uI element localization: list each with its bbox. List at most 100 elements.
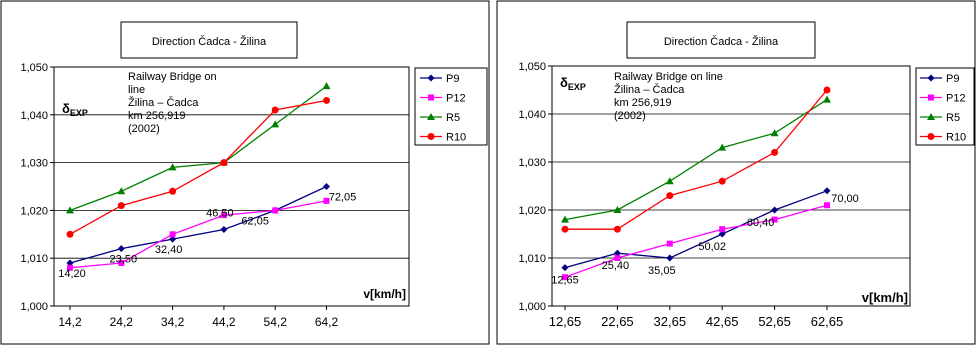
data-point-p9 xyxy=(718,230,726,238)
y-tick-label: 1,020 xyxy=(518,205,546,217)
series-line-p9 xyxy=(69,185,327,264)
annotation-line: km 256,919 xyxy=(128,110,185,122)
data-point-r5 xyxy=(168,163,177,171)
data-label: 32,40 xyxy=(155,244,183,256)
data-point-r10 xyxy=(66,230,74,238)
annotation-line: Railway Bridge on xyxy=(128,71,217,83)
legend-label: R10 xyxy=(446,132,466,144)
annotation-line: Žilina – Čadca xyxy=(614,83,685,96)
data-label: 70,00 xyxy=(831,193,859,205)
x-tick-label: 34,2 xyxy=(161,315,185,329)
x-tick-label: 62,65 xyxy=(811,314,844,329)
data-point-r10 xyxy=(666,192,674,200)
legend-label: R10 xyxy=(946,132,966,144)
data-label: 35,05 xyxy=(648,265,676,277)
legend-marker xyxy=(427,133,435,140)
chart-left-svg: Direction Čadca - Žilina 1,000 1,010 1,020… xyxy=(0,0,490,345)
data-point-p12 xyxy=(220,212,227,219)
x-tick-label: 44,2 xyxy=(212,315,236,329)
legend-label: R5 xyxy=(446,112,460,124)
data-point-r10 xyxy=(323,96,330,104)
data-point-r5 xyxy=(271,120,280,128)
data-point-r10 xyxy=(613,225,621,233)
annotation-line: km 256,919 xyxy=(614,97,671,109)
data-point-r5 xyxy=(117,187,126,195)
data-point-r10 xyxy=(169,187,177,195)
data-label: 25,40 xyxy=(602,260,630,272)
data-point-p9 xyxy=(323,183,330,190)
data-point-r10 xyxy=(823,86,831,94)
legend-box xyxy=(414,67,488,146)
data-point-r10 xyxy=(271,106,279,114)
data-point-p9 xyxy=(66,259,74,267)
chart-title-box xyxy=(626,21,816,59)
data-point-r5 xyxy=(66,206,74,214)
y-tick-label: 1,040 xyxy=(518,109,546,121)
x-tick-label: 14,2 xyxy=(58,315,82,329)
data-point-r5 xyxy=(613,206,622,213)
legend-label: P9 xyxy=(446,73,459,85)
y-tick-label: 1,030 xyxy=(20,158,48,170)
data-point-p12 xyxy=(562,274,568,281)
data-point-p12 xyxy=(118,259,125,266)
data-label: 46,50 xyxy=(206,208,234,220)
legend-marker xyxy=(427,74,435,82)
chart-right-svg: Direction Čadca - Žilina 1,000 1,010 1,020… xyxy=(496,0,976,345)
data-label: 23,50 xyxy=(110,254,138,266)
x-tick-label: 64,2 xyxy=(315,315,339,329)
plot-area xyxy=(53,66,410,307)
data-point-p9 xyxy=(561,264,569,272)
x-tick-label: 42,65 xyxy=(706,314,739,329)
series-line-r5 xyxy=(564,99,828,221)
data-point-p12 xyxy=(771,216,778,223)
plot-area xyxy=(551,65,911,307)
data-point-r5 xyxy=(561,215,569,223)
data-point-r5 xyxy=(770,129,779,137)
y-tick-label: 1,030 xyxy=(518,157,546,169)
data-point-r5 xyxy=(665,177,674,185)
chart-panel-right: Direction Čadca - Žilina 1,000 1,010 1,020… xyxy=(496,0,976,345)
data-point-p9 xyxy=(169,235,177,243)
data-point-r10 xyxy=(718,177,726,185)
data-label: 72,05 xyxy=(329,192,357,204)
legend-marker xyxy=(928,94,934,101)
legend-label: P12 xyxy=(946,93,966,105)
data-label: 12,65 xyxy=(551,275,579,287)
y-tick-label: 1,000 xyxy=(518,301,546,313)
chart-panel-left: Direction Čadca - Žilina 1,000 1,010 1,020… xyxy=(0,0,490,345)
data-label: 50,02 xyxy=(698,241,726,253)
series-line-r10 xyxy=(565,89,828,230)
data-label: 14,20 xyxy=(58,268,86,280)
data-point-p12 xyxy=(719,226,726,233)
series-line-r10 xyxy=(69,99,327,235)
legend-box xyxy=(915,67,975,146)
y-tick-label: 1,000 xyxy=(20,301,48,313)
chart-title-box xyxy=(120,21,298,59)
data-label: 60,40 xyxy=(747,217,775,229)
data-point-p12 xyxy=(824,202,830,209)
series-line-p9 xyxy=(564,190,828,269)
chart-title: Direction Čadca - Žilina xyxy=(152,35,267,48)
data-point-p9 xyxy=(823,187,831,195)
y-axis-label: δEXP xyxy=(560,75,586,92)
data-point-p9 xyxy=(771,206,779,214)
data-point-p12 xyxy=(614,255,621,261)
data-point-r5 xyxy=(718,143,727,151)
data-point-r10 xyxy=(561,225,569,233)
x-axis-label: v[km/h] xyxy=(862,290,908,305)
data-point-p12 xyxy=(323,197,330,204)
data-point-r5 xyxy=(823,95,831,103)
x-axis-label: v[km/h] xyxy=(363,287,406,301)
data-point-p12 xyxy=(169,231,176,238)
data-point-p9 xyxy=(117,245,125,253)
data-label: 62,05 xyxy=(241,215,269,227)
series-line-p12 xyxy=(69,200,327,269)
y-tick-label: 1,050 xyxy=(518,61,546,73)
legend-marker xyxy=(428,94,434,101)
legend-label: R5 xyxy=(946,112,960,124)
x-tick-label: 24,2 xyxy=(110,315,134,329)
legend-marker xyxy=(927,113,935,120)
data-point-p12 xyxy=(67,264,73,271)
annotation-line: Railway Bridge on line xyxy=(614,71,723,83)
